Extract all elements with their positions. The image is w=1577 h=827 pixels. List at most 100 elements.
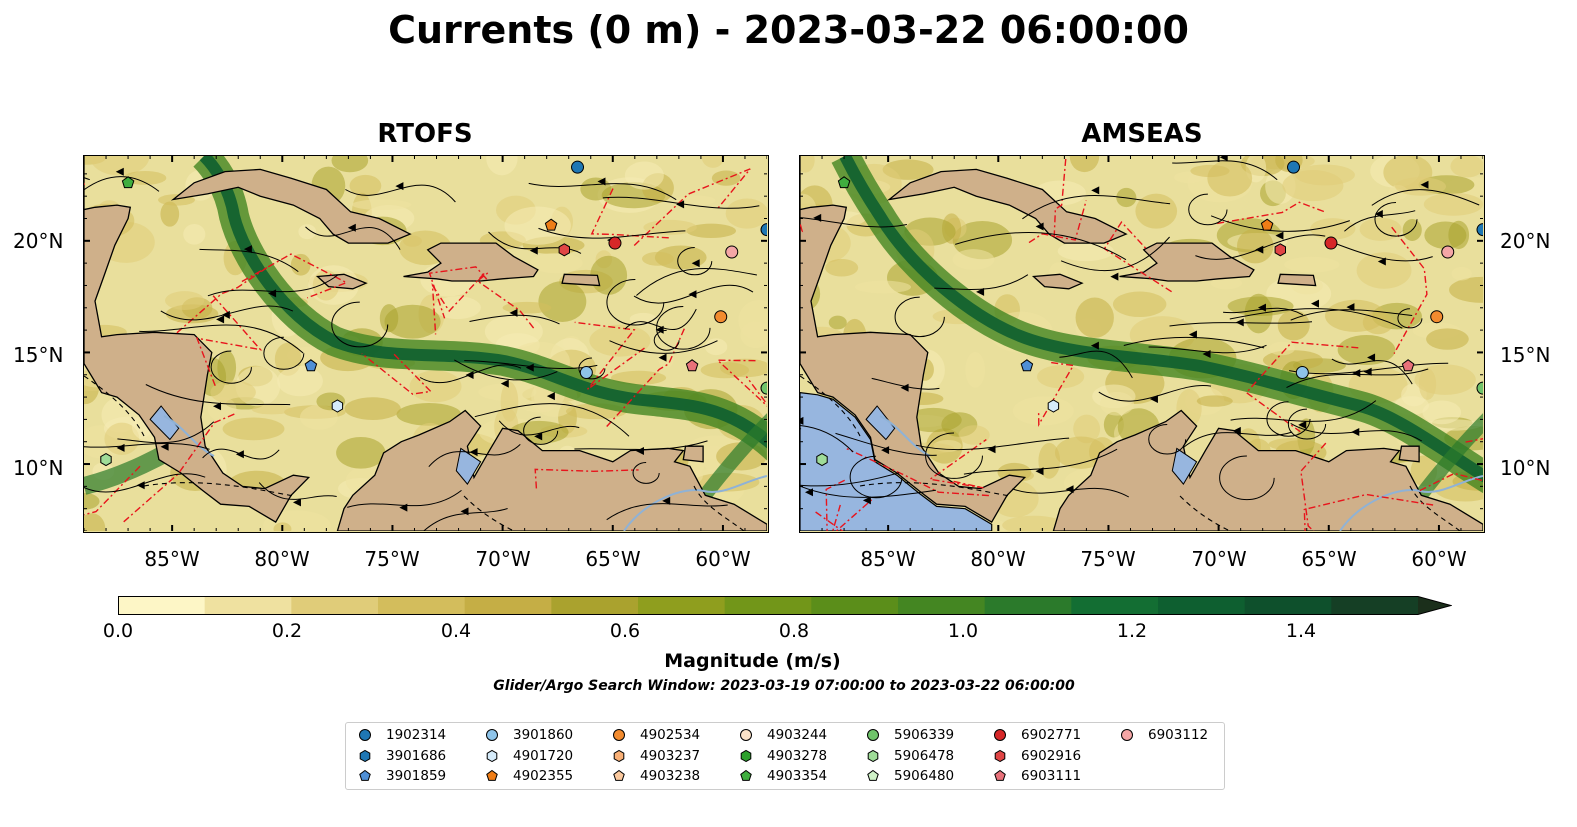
colorbar-segment [204, 596, 292, 615]
legend-swatch [359, 729, 371, 741]
colorbar-label: Magnitude (m/s) [664, 650, 841, 672]
streamline-arrow [221, 310, 230, 319]
colorbar-tick-7: 1.4 [1285, 620, 1317, 642]
colorbar-segment [378, 596, 466, 615]
lat-label-15n-left: 15°N [13, 343, 64, 367]
eez-boundary [1053, 156, 1067, 238]
streamline-arrow [976, 287, 985, 296]
streamline-arrow [1110, 272, 1119, 281]
eez-boundary [633, 168, 751, 247]
streamline-arrow [546, 392, 555, 401]
country-border [143, 482, 295, 497]
lat-label-15n-right: 15°N [1500, 343, 1551, 367]
legend-marker-circle-icon [867, 729, 879, 741]
legend-label: 3901860 [513, 727, 574, 743]
legend-swatch [613, 749, 625, 762]
country-border [1179, 495, 1231, 531]
lat-label-10n-right: 10°N [1500, 456, 1551, 480]
streamline [1371, 189, 1480, 206]
eez-boundary [361, 352, 433, 395]
lon-label-70w-amseas: 70°W [1191, 547, 1247, 571]
streamline [1060, 236, 1170, 272]
streamline-arrow [268, 289, 277, 298]
lat-label-20n-right: 20°N [1500, 229, 1551, 253]
map-panel-amseas[interactable] [799, 155, 1485, 533]
streamline-arrow [1420, 180, 1429, 189]
eddy-streamline [210, 350, 252, 384]
legend-label: 6902771 [1021, 727, 1082, 743]
legend-marker-hexagon-icon [740, 749, 752, 762]
eez-boundary [1391, 226, 1428, 354]
streamline-arrow [1035, 222, 1044, 231]
land-jamaica [315, 273, 368, 290]
eez-boundary [715, 359, 767, 407]
legend-label: 4902355 [513, 768, 574, 784]
legend-label: 5906478 [894, 747, 955, 764]
streamline-arrow [987, 445, 996, 454]
legend-marker-pentagon-icon [740, 769, 752, 781]
streamline-arrow [635, 447, 644, 456]
eddy-streamline [263, 336, 305, 370]
lon-label-85w-amseas: 85°W [860, 547, 916, 571]
legend-swatch [740, 769, 752, 781]
streamline [1331, 358, 1413, 385]
lat-label-20n-left: 20°N [13, 229, 64, 253]
streamline [139, 324, 304, 354]
legend-swatch [613, 729, 625, 741]
float-marker-4902534 [1430, 310, 1444, 324]
streamline-arrow [1235, 318, 1244, 327]
legend-swatch [613, 769, 625, 781]
legend-label: 1902314 [386, 727, 447, 743]
float-marker-1902314 [1287, 160, 1301, 174]
float-marker-6903111 [685, 359, 699, 372]
legend-marker-pentagon-icon [994, 769, 1006, 781]
legend-marker-circle-icon [1121, 729, 1133, 741]
map-rtofs-canvas [84, 156, 767, 531]
legend-swatch [486, 769, 498, 781]
streamline [1229, 308, 1403, 329]
streamline [1059, 350, 1133, 379]
legend-swatch [359, 749, 371, 762]
country-border [800, 375, 861, 437]
land-puerto-rico [1277, 273, 1317, 287]
lat-label-10n-left: 10°N [13, 456, 64, 480]
colorbar-tick-0: 0.0 [102, 620, 134, 642]
colorbar-extend-arrow [1418, 596, 1451, 615]
eez-boundary [1419, 472, 1483, 492]
legend-label: 3901686 [386, 747, 447, 764]
streamline [636, 267, 757, 296]
streamline [199, 248, 299, 273]
streamline-arrow [399, 503, 408, 512]
legend-label: 3901859 [386, 768, 447, 784]
colorbar-segment [1071, 596, 1159, 615]
eez-boundary [241, 253, 349, 299]
eddy-streamline [1219, 455, 1275, 501]
colorbar-tick-1: 0.2 [271, 620, 303, 642]
streamline-arrow [691, 259, 700, 268]
eddy-streamline [606, 278, 665, 326]
float-marker-5906478 [816, 453, 828, 467]
float-marker-4901720 [331, 399, 344, 413]
colorbar-segment [118, 596, 206, 615]
eez-boundary [1028, 200, 1087, 244]
streamline-arrow [1275, 231, 1284, 240]
legend-label: 4902534 [640, 727, 701, 743]
streamline-arrow [1090, 341, 1099, 350]
float-marker-5906478 [100, 453, 112, 467]
eez-boundary [1245, 341, 1359, 433]
float-marker-6903111 [1401, 359, 1415, 372]
float-marker-6902771 [1324, 236, 1338, 250]
colorbar-tick-3: 0.6 [609, 620, 641, 642]
map-panel-rtofs[interactable] [83, 155, 769, 533]
eddy-streamline [1266, 401, 1311, 437]
float-marker-4902355 [1260, 218, 1274, 231]
legend-label: 4903278 [767, 747, 828, 764]
legend-label: 6903112 [1148, 727, 1209, 743]
eddy-streamline [331, 301, 389, 348]
float-marker-4903354 [837, 176, 851, 189]
streamline-arrow [688, 290, 697, 299]
legend-marker-hexagon-icon [359, 749, 371, 762]
lon-label-75w-amseas: 75°W [1080, 547, 1136, 571]
eddy-streamline [653, 329, 680, 351]
streamline [800, 425, 854, 453]
